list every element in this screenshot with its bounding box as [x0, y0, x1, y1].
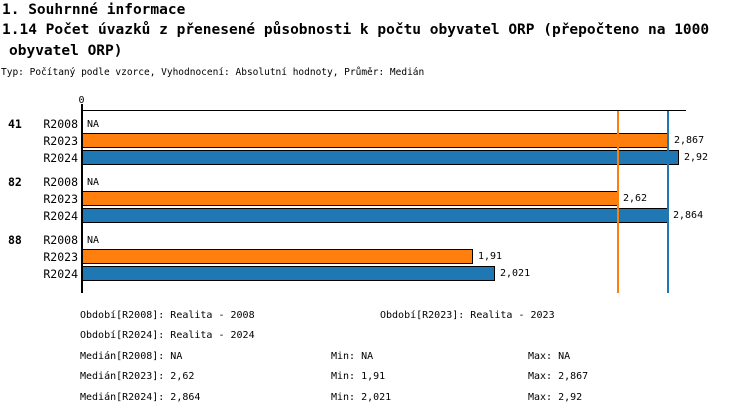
bar-value-label: 2,021	[500, 268, 531, 279]
group-label: 82	[8, 175, 22, 189]
indicator-title-line2: obyvatel ORP)	[9, 43, 123, 59]
series-label: R2023	[43, 192, 78, 206]
na-value-label: NA	[87, 235, 100, 246]
group-label: 88	[8, 233, 22, 247]
bar-value-label: 2,92	[684, 152, 709, 163]
series-label: R2008	[43, 175, 78, 189]
bar-r2024	[82, 266, 495, 281]
legend-median-r2024: Medián[R2024]: 2,864	[80, 392, 201, 403]
legend-min-r2024: Min: 2,021	[331, 392, 392, 403]
legend-min-r2023: Min: 1,91	[331, 371, 386, 382]
legend-max-r2023: Max: 2,867	[528, 371, 589, 382]
axis-top-line	[81, 110, 686, 111]
bar-value-label: 2,62	[623, 193, 648, 204]
series-label: R2008	[43, 117, 78, 131]
axis-zero-tick	[81, 104, 83, 111]
bar-r2024	[82, 208, 668, 223]
bar-value-label: 2,864	[673, 210, 704, 221]
bar-value-label: 1,91	[478, 251, 503, 262]
series-label: R2024	[43, 209, 78, 223]
series-label: R2024	[43, 267, 78, 281]
median-r2023-line	[617, 111, 619, 293]
na-value-label: NA	[87, 177, 100, 188]
legend-min-r2008: Min: NA	[331, 351, 374, 362]
legend-median-r2023: Medián[R2023]: 2,62	[80, 371, 195, 382]
legend-max-r2008: Max: NA	[528, 351, 571, 362]
indicator-title-line1: 1.14 Počet úvazků z přenesené působnosti…	[2, 22, 710, 38]
bar-r2023	[82, 191, 618, 206]
series-label: R2008	[43, 233, 78, 247]
bar-r2023	[82, 249, 473, 264]
bar-value-label: 2,867	[674, 135, 705, 146]
bar-r2023	[82, 133, 669, 148]
legend-period-r2008: Období[R2008]: Realita - 2008	[80, 310, 255, 321]
legend-period-r2024: Období[R2024]: Realita - 2024	[80, 330, 255, 341]
median-r2024-line	[667, 111, 669, 293]
bar-chart: 0 41 R2008 NA R2023 2,867 R2024 2,92 82 R2008 NA R…	[8, 95, 709, 293]
group-label: 41	[8, 117, 22, 131]
series-label: R2023	[43, 250, 78, 264]
legend-median-r2008: Medián[R2008]: NA	[80, 351, 183, 362]
legend-max-r2024: Max: 2,92	[528, 392, 583, 403]
series-label: R2023	[43, 134, 78, 148]
section-title: 1. Souhrnné informace	[2, 2, 186, 18]
series-label: R2024	[43, 151, 78, 165]
legend-period-r2023: Období[R2023]: Realita - 2023	[380, 310, 555, 321]
indicator-meta-line: Typ: Počítaný podle vzorce, Vyhodnocení:…	[1, 67, 425, 78]
na-value-label: NA	[87, 119, 100, 130]
bar-r2024	[82, 150, 679, 165]
axis-zero-label: 0	[78, 95, 85, 106]
